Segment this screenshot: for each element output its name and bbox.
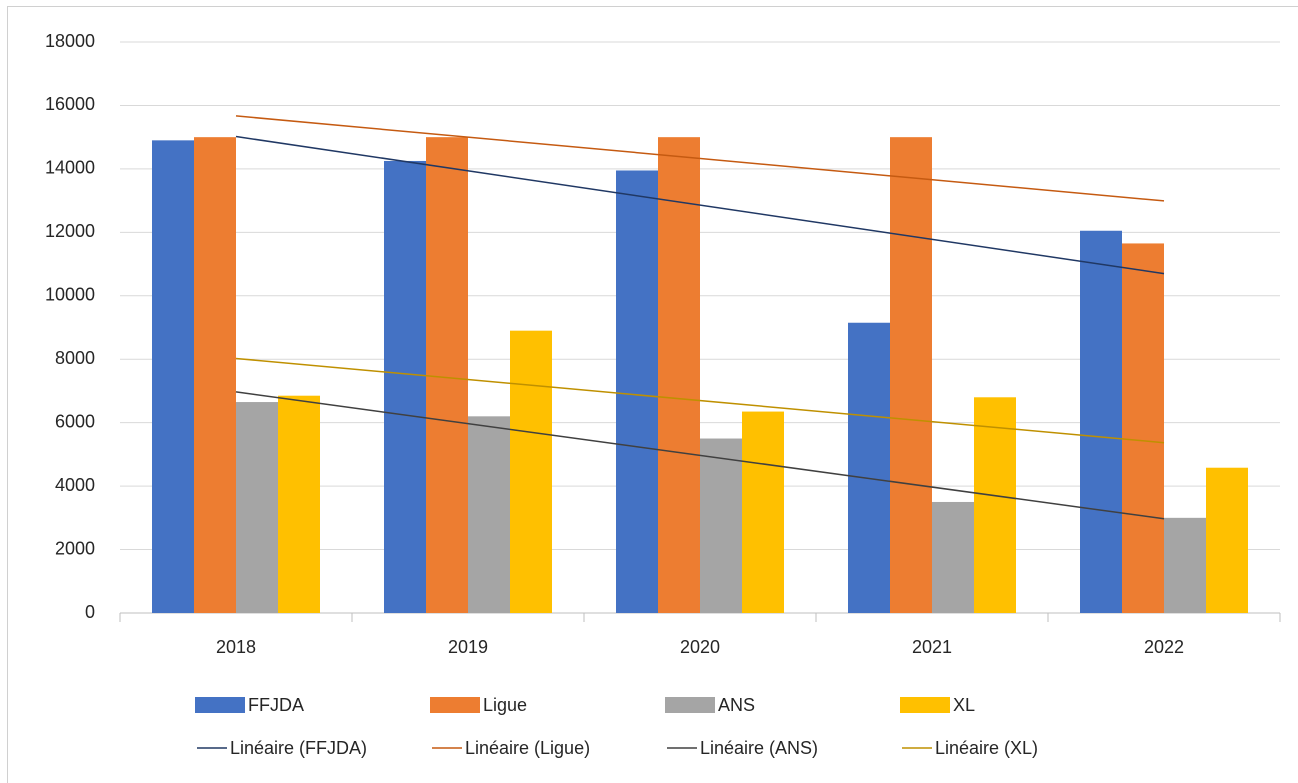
x-tick-label: 2022 [1144,637,1184,657]
bar [1122,243,1164,614]
legend-swatch [195,697,245,713]
legend-label: ANS [718,695,755,715]
x-tick-label: 2018 [216,637,256,657]
legend-swatch [665,697,715,713]
y-tick-label: 18000 [45,31,95,51]
bar [616,170,658,613]
bar [384,160,426,614]
x-tick-label: 2019 [448,637,488,657]
bar [658,137,700,613]
x-tick-label: 2021 [912,637,952,657]
bar [510,330,552,613]
legend-label: XL [953,695,975,715]
chart-border [7,6,1298,783]
bar [890,137,932,613]
bar [426,137,468,613]
bar [700,438,742,613]
x-tick-label: 2020 [680,637,720,657]
legend-swatch [430,697,480,713]
bar [848,322,890,613]
y-tick-label: 14000 [45,158,95,178]
y-tick-label: 8000 [55,348,95,368]
trendline [235,115,1165,202]
bar [194,137,236,613]
bar [1080,230,1122,613]
y-tick-label: 4000 [55,475,95,495]
trendline [235,135,1165,275]
bar [236,402,278,613]
trendline [235,391,1165,520]
legend-label: Linéaire (FFJDA) [230,738,367,758]
y-tick-label: 2000 [55,538,95,558]
y-tick-label: 6000 [55,411,95,431]
bar [278,395,320,613]
bar [974,397,1016,613]
legend-label: Linéaire (Ligue) [465,738,590,758]
bar [1164,517,1206,613]
legend-label: Linéaire (ANS) [700,738,818,758]
y-tick-label: 10000 [45,285,95,305]
bar [742,411,784,613]
y-tick-label: 0 [85,602,95,622]
bar [152,140,194,614]
legend-label: Linéaire (XL) [935,738,1038,758]
bar [932,501,974,613]
trendline [235,357,1165,444]
legend-label: Ligue [483,695,527,715]
bar [1206,467,1248,613]
legend-label: FFJDA [248,695,304,715]
y-tick-label: 12000 [45,221,95,241]
y-tick-label: 16000 [45,94,95,114]
bar [468,416,510,613]
legend-swatch [900,697,950,713]
